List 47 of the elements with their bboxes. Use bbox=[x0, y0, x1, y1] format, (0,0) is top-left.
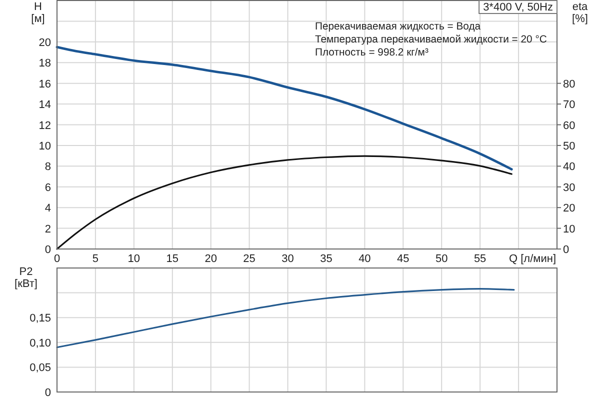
x-tick-label: 45 bbox=[397, 253, 410, 265]
y-tick-label: 0,05 bbox=[30, 362, 51, 374]
chart-title: 3*400 V, 50Hz bbox=[483, 2, 553, 14]
y2-tick-label: 70 bbox=[563, 99, 576, 112]
y-axis-title: P2 [кВт] bbox=[14, 266, 38, 290]
y-tick-label: 14 bbox=[38, 99, 51, 112]
y-tick-label: 20 bbox=[38, 36, 51, 49]
line-series bbox=[56, 155, 512, 250]
x-tick-label: 25 bbox=[243, 253, 256, 265]
y-tick-label: 6 bbox=[44, 182, 51, 194]
x-tick-label: 20 bbox=[204, 253, 217, 265]
y-tick-label: 8 bbox=[44, 161, 51, 174]
y2-axis-title: eta [%] bbox=[572, 1, 589, 25]
y-axis-title: H [м] bbox=[31, 1, 45, 25]
y2-tick-label: 30 bbox=[563, 182, 576, 194]
x-tick-label: 5 bbox=[92, 253, 99, 265]
y-tick-label: 0,15 bbox=[30, 312, 51, 325]
x-tick-label: 30 bbox=[282, 253, 294, 265]
line-series bbox=[56, 46, 513, 170]
y2-tick-label: 60 bbox=[563, 120, 576, 132]
x-tick-label: 35 bbox=[320, 253, 332, 265]
x-tick-label: 40 bbox=[358, 253, 371, 265]
annotation: Плотность = 998.2 кг/м³ bbox=[315, 48, 429, 58]
x-tick-label: 50 bbox=[435, 253, 448, 265]
x-tick-label: 10 bbox=[128, 253, 140, 265]
x-tick-label: 55 bbox=[474, 253, 486, 265]
y2-tick-label: 40 bbox=[563, 161, 576, 174]
y2-tick-label: 50 bbox=[563, 140, 576, 152]
y-tick-label: 0 bbox=[44, 387, 51, 399]
y-tick-label: 4 bbox=[44, 202, 51, 215]
x-tick-label: 0 bbox=[54, 253, 60, 265]
y-tick-label: 18 bbox=[38, 58, 51, 70]
line-series bbox=[56, 288, 515, 348]
y-tick-label: 0,10 bbox=[30, 337, 51, 350]
y2-tick-label: 10 bbox=[563, 223, 576, 236]
y2-tick-label: 80 bbox=[563, 78, 576, 90]
y-tick-label: 16 bbox=[38, 78, 51, 90]
annotation: Температура перекачиваемой жидкости = 20 °C bbox=[315, 34, 548, 46]
y-tick-label: 12 bbox=[38, 120, 51, 132]
y2-tick-label: 0 bbox=[563, 244, 570, 256]
x-tick-label: 15 bbox=[166, 253, 179, 265]
annotation: Перекачиваемая жидкость = Вода bbox=[315, 22, 481, 32]
y-tick-label: 10 bbox=[38, 140, 51, 152]
y2-tick-label: 20 bbox=[563, 202, 576, 215]
x-axis-title: Q [л/мин] bbox=[509, 253, 556, 265]
y-tick-label: 2 bbox=[44, 223, 51, 236]
y-tick-label: 0 bbox=[44, 244, 51, 256]
